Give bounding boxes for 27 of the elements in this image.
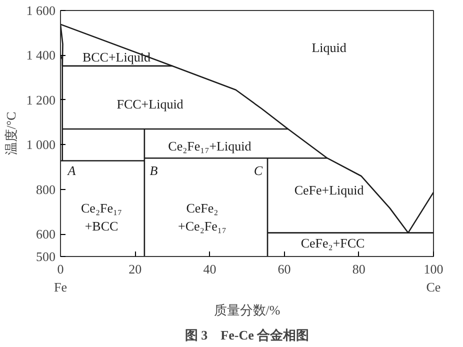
y-tick-label: 1 400 — [26, 48, 56, 63]
text: 图 3 Fe-Ce 合金相图 — [184, 328, 310, 342]
annotation: C — [254, 162, 263, 178]
y-axis-title: 温度/°C — [3, 112, 18, 156]
annotation: B — [150, 162, 158, 178]
annotation: CeFe+Liquid — [294, 182, 364, 198]
annotation: Liquid — [312, 40, 347, 55]
x-tick-label: 100 Ce — [424, 262, 444, 294]
y-tick-label: 800 — [36, 182, 56, 197]
annotation: A — [66, 162, 76, 178]
x-tick-label: 60 — [278, 262, 291, 276]
y-tick-label: 500 — [36, 249, 56, 264]
x-tick-label: 80 — [352, 262, 366, 276]
x-tick-label: 40 — [203, 262, 216, 276]
y-tick-label: 600 — [36, 226, 56, 242]
annotation: CeFe₂ +Ce₂Fe₁₇ — [178, 200, 226, 234]
y-tick-label: 1 200 — [26, 92, 56, 108]
annotation: CeFe₂+FCC — [300, 235, 365, 250]
x-axis-title: 质量分数/% — [214, 302, 280, 318]
x-tick-label: 20 — [128, 262, 142, 276]
annotation: Ce₂Fe₁₇+Liquid — [168, 138, 252, 154]
annotation: Ce₂Fe₁₇ +BCC — [81, 200, 122, 234]
y-tick-label: 1 000 — [26, 137, 56, 152]
y-tick-label: 1 600 — [26, 3, 56, 18]
annotation: FCC+Liquid — [116, 96, 184, 112]
annotation: BCC+Liquid — [82, 50, 151, 65]
x-tick-label: 0 Fe — [54, 262, 68, 294]
